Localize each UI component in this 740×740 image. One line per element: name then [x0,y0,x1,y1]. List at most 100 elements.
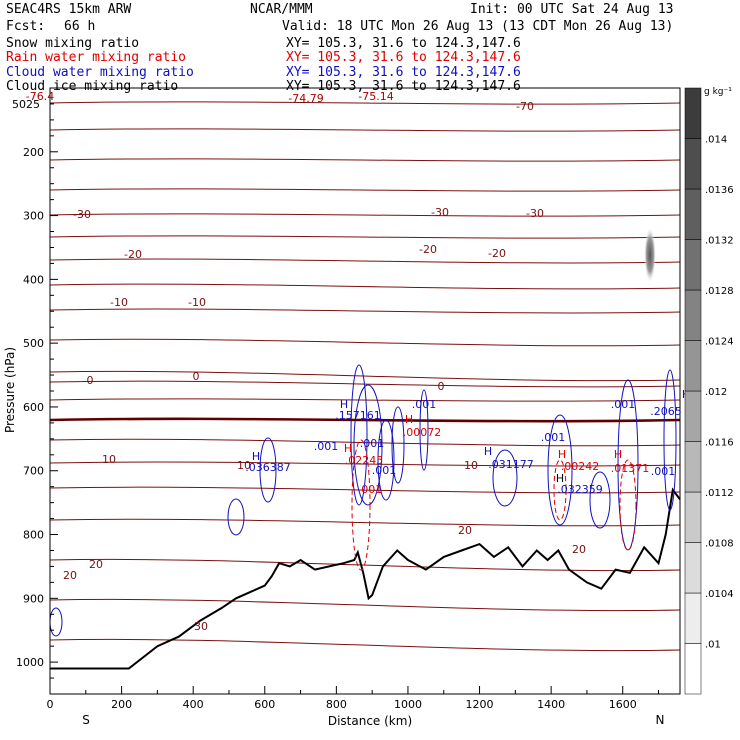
forecast-label: Fcst: [6,19,46,34]
colorbar-swatch [684,340,702,392]
colorbar-tick-label: .0132 [705,236,734,247]
x-tick-label: 1200 [466,698,494,711]
mixing-ratio-label: .036387 [245,461,291,474]
x-tick-label: 800 [326,698,347,711]
field-rain-xy: XY= 105.3, 31.6 to 124.3,147.6 [286,50,521,65]
mixing-ratio-label: H [614,448,622,461]
mixing-ratio-label: H [252,450,260,463]
colorbar-swatch [684,491,702,543]
mixing-ratio-label: .001 [611,398,636,411]
isotherm-line [49,158,681,162]
isotherm-label: 20 [63,569,77,582]
mixing-ratio-label: H [340,398,348,411]
rain-contour [553,459,567,521]
isotherm-label: 0 [87,374,94,387]
cloud-water-contour [419,389,429,471]
isotherm-label: 10 [102,453,116,466]
isotherm-line [49,308,681,314]
colorbar-tick-label: .014 [705,135,727,146]
terrain-line [50,487,681,670]
colorbar-swatch [684,542,702,594]
mixing-ratio-label: .032359 [557,483,603,496]
field-snow-name: Snow mixing ratio [6,36,140,51]
mixing-ratio-label: .001 [651,465,676,478]
y-tick-label: 600 [23,401,44,414]
colorbar-swatch [684,441,702,493]
mixing-ratio-label: .00242 [561,460,600,473]
cloud-water-contour [259,437,277,503]
cloud-water-contour [663,369,677,511]
colorbar-tick-label: .0128 [705,286,734,297]
isotherm-line [49,235,681,239]
x-tick-label: 400 [183,698,204,711]
colorbar-swatch [684,592,702,644]
isotherm-label: -30 [526,207,544,220]
cloud-water-contour [391,406,405,484]
y-axis-title: Pressure (hPa) [3,347,17,433]
colorbar-swatch [684,390,702,442]
isotherm-label: 10 [237,459,251,472]
isotherm-label: -30 [73,208,91,221]
isotherm-label: 30 [194,620,208,633]
colorbar-tick-label: .01 [705,640,721,651]
colorbar-tick-label: .0104 [705,589,734,600]
cloud-water-contour [353,384,383,506]
isotherm-label: -20 [488,247,506,260]
mixing-ratio-label: .01371 [611,462,650,475]
mixing-ratio-label: .001 [360,437,385,450]
isotherm-line [49,338,681,347]
isotherm-line [49,398,681,402]
colorbar-swatch [684,87,702,139]
field-rain-name: Rain water mixing ratio [6,50,187,65]
field-cloudice-name: Cloud ice mixing ratio [6,79,179,94]
colorbar-swatch [684,188,702,240]
colorbar-units: g kg⁻¹ [704,87,732,97]
mixing-ratio-label: .001 [314,440,339,453]
mixing-ratio-label: .001 [358,483,383,496]
cloud-water-contour [547,414,573,526]
colorbar-swatch [684,138,702,190]
isotherm-label: -30 [431,206,449,219]
isotherm-line [49,461,681,467]
colorbar-tick-label: .0112 [705,488,734,499]
mixing-ratio-label: H [558,448,566,461]
colorbar-tick-label: .0116 [705,438,734,449]
y-tick-label: 400 [23,273,44,286]
y-tick-label: 1000 [16,656,44,669]
colorbar-swatch [684,239,702,291]
mixing-ratio-label: H [484,445,492,458]
x-end-label-north: N [656,713,665,727]
x-tick-label: 1600 [609,698,637,711]
x-end-label-south: S [82,713,90,727]
y-tick-label: 200 [23,146,44,159]
isotherm-line [49,370,681,382]
mixing-ratio-label: .2065 [650,405,682,418]
mixing-ratio-label: -76.4 [26,90,54,103]
isotherm-line [49,638,681,652]
isotherm-label: -20 [419,243,437,256]
mixing-ratio-label: .00072 [403,426,442,439]
cloud-water-contour [350,364,368,506]
cloud-water-contour [227,498,245,536]
isotherm-label: -10 [110,296,128,309]
x-tick-label: 200 [111,698,132,711]
isotherm-line [49,101,681,105]
cloud-water-contour [617,379,639,551]
model-title: SEAC4RS 15km ARW [6,2,132,17]
y-tick-label: 900 [23,592,44,605]
mixing-ratio-label: -74.79 [288,92,323,105]
field-snow-xy: XY= 105.3, 31.6 to 124.3,147.6 [286,36,521,51]
isotherm-line [49,258,681,264]
x-tick-label: 1000 [394,698,422,711]
y-tick-label: 800 [23,529,44,542]
x-tick-label: 0 [47,698,54,711]
y-tick-label: 300 [23,210,44,223]
x-tick-label: 1400 [537,698,565,711]
isotherm-label: 20 [572,543,586,556]
cloud-water-contour [492,449,518,507]
rain-contour [619,459,637,551]
mixing-ratio-label: .02245 [345,454,384,467]
cloud-water-contour [49,607,63,637]
x-axis-title: Distance (km) [328,714,412,728]
